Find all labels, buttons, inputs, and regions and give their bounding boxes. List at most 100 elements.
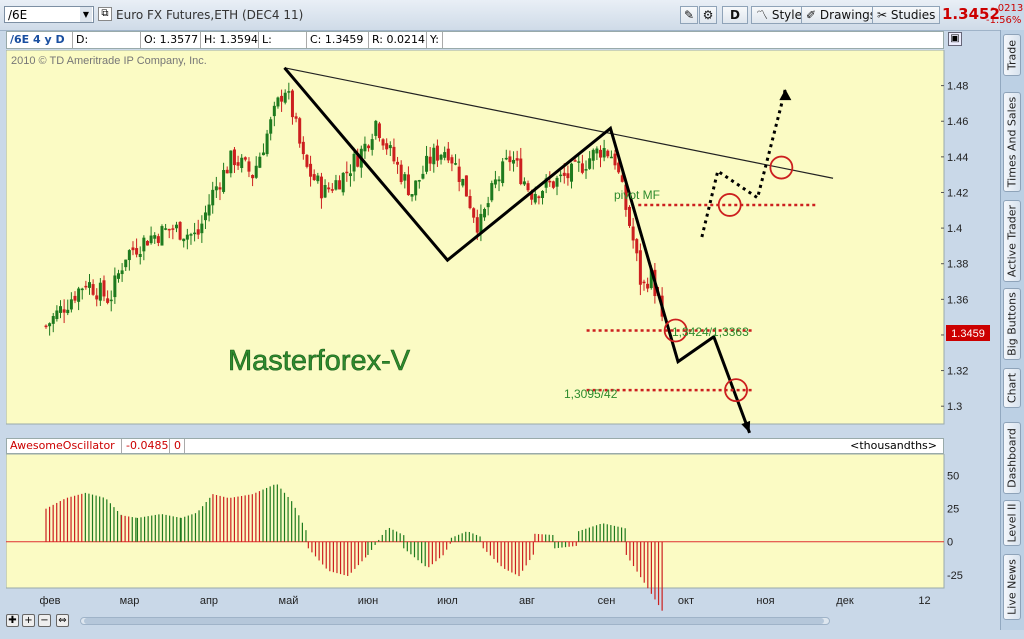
- time-scrollbar-thumb[interactable]: [84, 618, 824, 624]
- candle-body: [454, 163, 458, 165]
- candle-body: [229, 150, 233, 174]
- candle-body: [356, 155, 360, 167]
- symbol-description: Euro FX Futures,ETH (DEC4 11): [116, 8, 304, 22]
- symbol-dropdown-icon[interactable]: ▼: [80, 7, 92, 22]
- candle-body: [58, 306, 62, 313]
- candle-body: [312, 174, 316, 181]
- last-price: 1.3452: [942, 5, 1000, 23]
- candle-body: [631, 226, 635, 241]
- candle-body: [417, 180, 421, 182]
- candle-body: [167, 228, 171, 231]
- period-d-button[interactable]: D: [722, 6, 748, 24]
- candle-body: [472, 208, 476, 218]
- oscillator-bars: [45, 484, 663, 611]
- studies-icon: ✂: [877, 8, 888, 22]
- candle-body: [577, 161, 581, 163]
- candle-body: [385, 143, 389, 150]
- candle-body: [370, 139, 374, 150]
- candle-body: [515, 158, 519, 161]
- y-tick-label: 1.48: [947, 81, 968, 93]
- candle-body: [334, 180, 338, 190]
- candle-body: [276, 97, 280, 107]
- style-button[interactable]: 〽 Style: [751, 6, 807, 24]
- candle-body: [457, 166, 461, 182]
- tab-level-ii-label: Level II: [1005, 503, 1019, 543]
- candle-body: [91, 284, 95, 295]
- oscillator-chart[interactable]: 50 25 0 -25 фев мар апр май июн июл авг сен окт ноя д…: [6, 454, 1000, 612]
- drawings-label: Drawings: [819, 8, 877, 22]
- candle-body: [316, 175, 320, 182]
- candle-body: [243, 157, 247, 160]
- brand-annotation: Masterforex-V: [228, 345, 411, 377]
- candle-body: [185, 234, 189, 240]
- chart-settings-icon[interactable]: ▣: [948, 32, 962, 46]
- chart-period[interactable]: /6E 4 y D: [7, 32, 73, 48]
- candle-body: [84, 285, 88, 288]
- candle-body: [280, 95, 284, 102]
- osc-tick-label: 25: [947, 504, 959, 516]
- link-icon[interactable]: ⧉: [98, 7, 112, 21]
- tab-times-and-sales[interactable]: Times And Sales: [1003, 92, 1021, 192]
- tab-chart[interactable]: Chart: [1003, 368, 1021, 408]
- resistance-trend-line: [284, 67, 834, 179]
- level1-label: 1,3424/1,3363: [672, 325, 749, 339]
- candle-body: [555, 177, 559, 187]
- candle-body: [55, 310, 59, 320]
- month-label: сен: [598, 595, 616, 607]
- tab-live-news-label: Live News: [1005, 559, 1019, 615]
- up-arrow-head: [779, 89, 792, 101]
- oscillator-plot-area: [6, 454, 945, 589]
- candle-body: [283, 92, 287, 103]
- candle-body: [512, 159, 516, 164]
- candle-body: [193, 232, 197, 235]
- candle-body: [410, 194, 414, 197]
- candle-body: [624, 184, 628, 210]
- month-label: фев: [39, 595, 60, 607]
- candle-body: [428, 156, 432, 164]
- crosshair-icon[interactable]: ✎: [680, 6, 698, 24]
- studies-button[interactable]: ✂ Studies: [872, 6, 941, 24]
- candle-body: [319, 176, 323, 199]
- candle-body: [323, 185, 327, 198]
- bar-high: H: 1.3594: [201, 32, 259, 48]
- y-tick-label: 1.42: [947, 187, 968, 199]
- oscillator-axis: 50 25 0 -25: [6, 471, 963, 582]
- candle-body: [479, 213, 483, 234]
- candle-body: [381, 139, 385, 146]
- bar-low: L: 1.338: [259, 32, 307, 62]
- candle-body: [207, 204, 211, 216]
- symbol-input[interactable]: /6E: [4, 6, 94, 23]
- tab-live-news[interactable]: Live News: [1003, 554, 1021, 620]
- candle-body: [327, 187, 331, 190]
- candle-body: [363, 143, 367, 152]
- candle-body: [269, 119, 273, 134]
- level2-label: 1,3095/42: [564, 387, 618, 401]
- pan-icon[interactable]: ✚: [6, 614, 19, 627]
- settings-icon[interactable]: ⚙: [699, 6, 717, 24]
- tab-level-ii[interactable]: Level II: [1003, 500, 1021, 546]
- month-label: дек: [836, 595, 854, 607]
- candle-body: [149, 235, 153, 244]
- zoom-in-icon[interactable]: +: [22, 614, 35, 627]
- tab-big-buttons[interactable]: Big Buttons: [1003, 288, 1021, 360]
- candle-body: [367, 145, 371, 149]
- month-axis: фев мар апр май июн июл авг сен окт ноя дек 12: [39, 595, 930, 607]
- candle-body: [435, 145, 439, 161]
- candle-body: [504, 157, 508, 160]
- price-chart[interactable]: 1.31.321.341.361.381.41.421.441.461.48 2…: [6, 50, 1000, 438]
- tab-trade[interactable]: Trade: [1003, 34, 1021, 76]
- candle-body: [48, 323, 52, 327]
- candle-body: [541, 190, 545, 199]
- candle-body: [595, 148, 599, 154]
- fit-icon[interactable]: ⇔: [56, 614, 69, 627]
- v-pattern-line: [283, 66, 751, 434]
- y-tick-label: 1.36: [947, 294, 968, 306]
- candle-body: [113, 275, 117, 298]
- zoom-out-icon[interactable]: −: [38, 614, 51, 627]
- tab-active-trader[interactable]: Active Trader: [1003, 200, 1021, 282]
- candle-body: [120, 270, 124, 275]
- tab-dashboard[interactable]: Dashboard: [1003, 422, 1021, 494]
- drawings-button[interactable]: ✐ Drawings: [801, 6, 882, 24]
- y-tick-label: 1.44: [947, 152, 968, 164]
- oscillator-name[interactable]: AwesomeOscillator: [10, 439, 115, 452]
